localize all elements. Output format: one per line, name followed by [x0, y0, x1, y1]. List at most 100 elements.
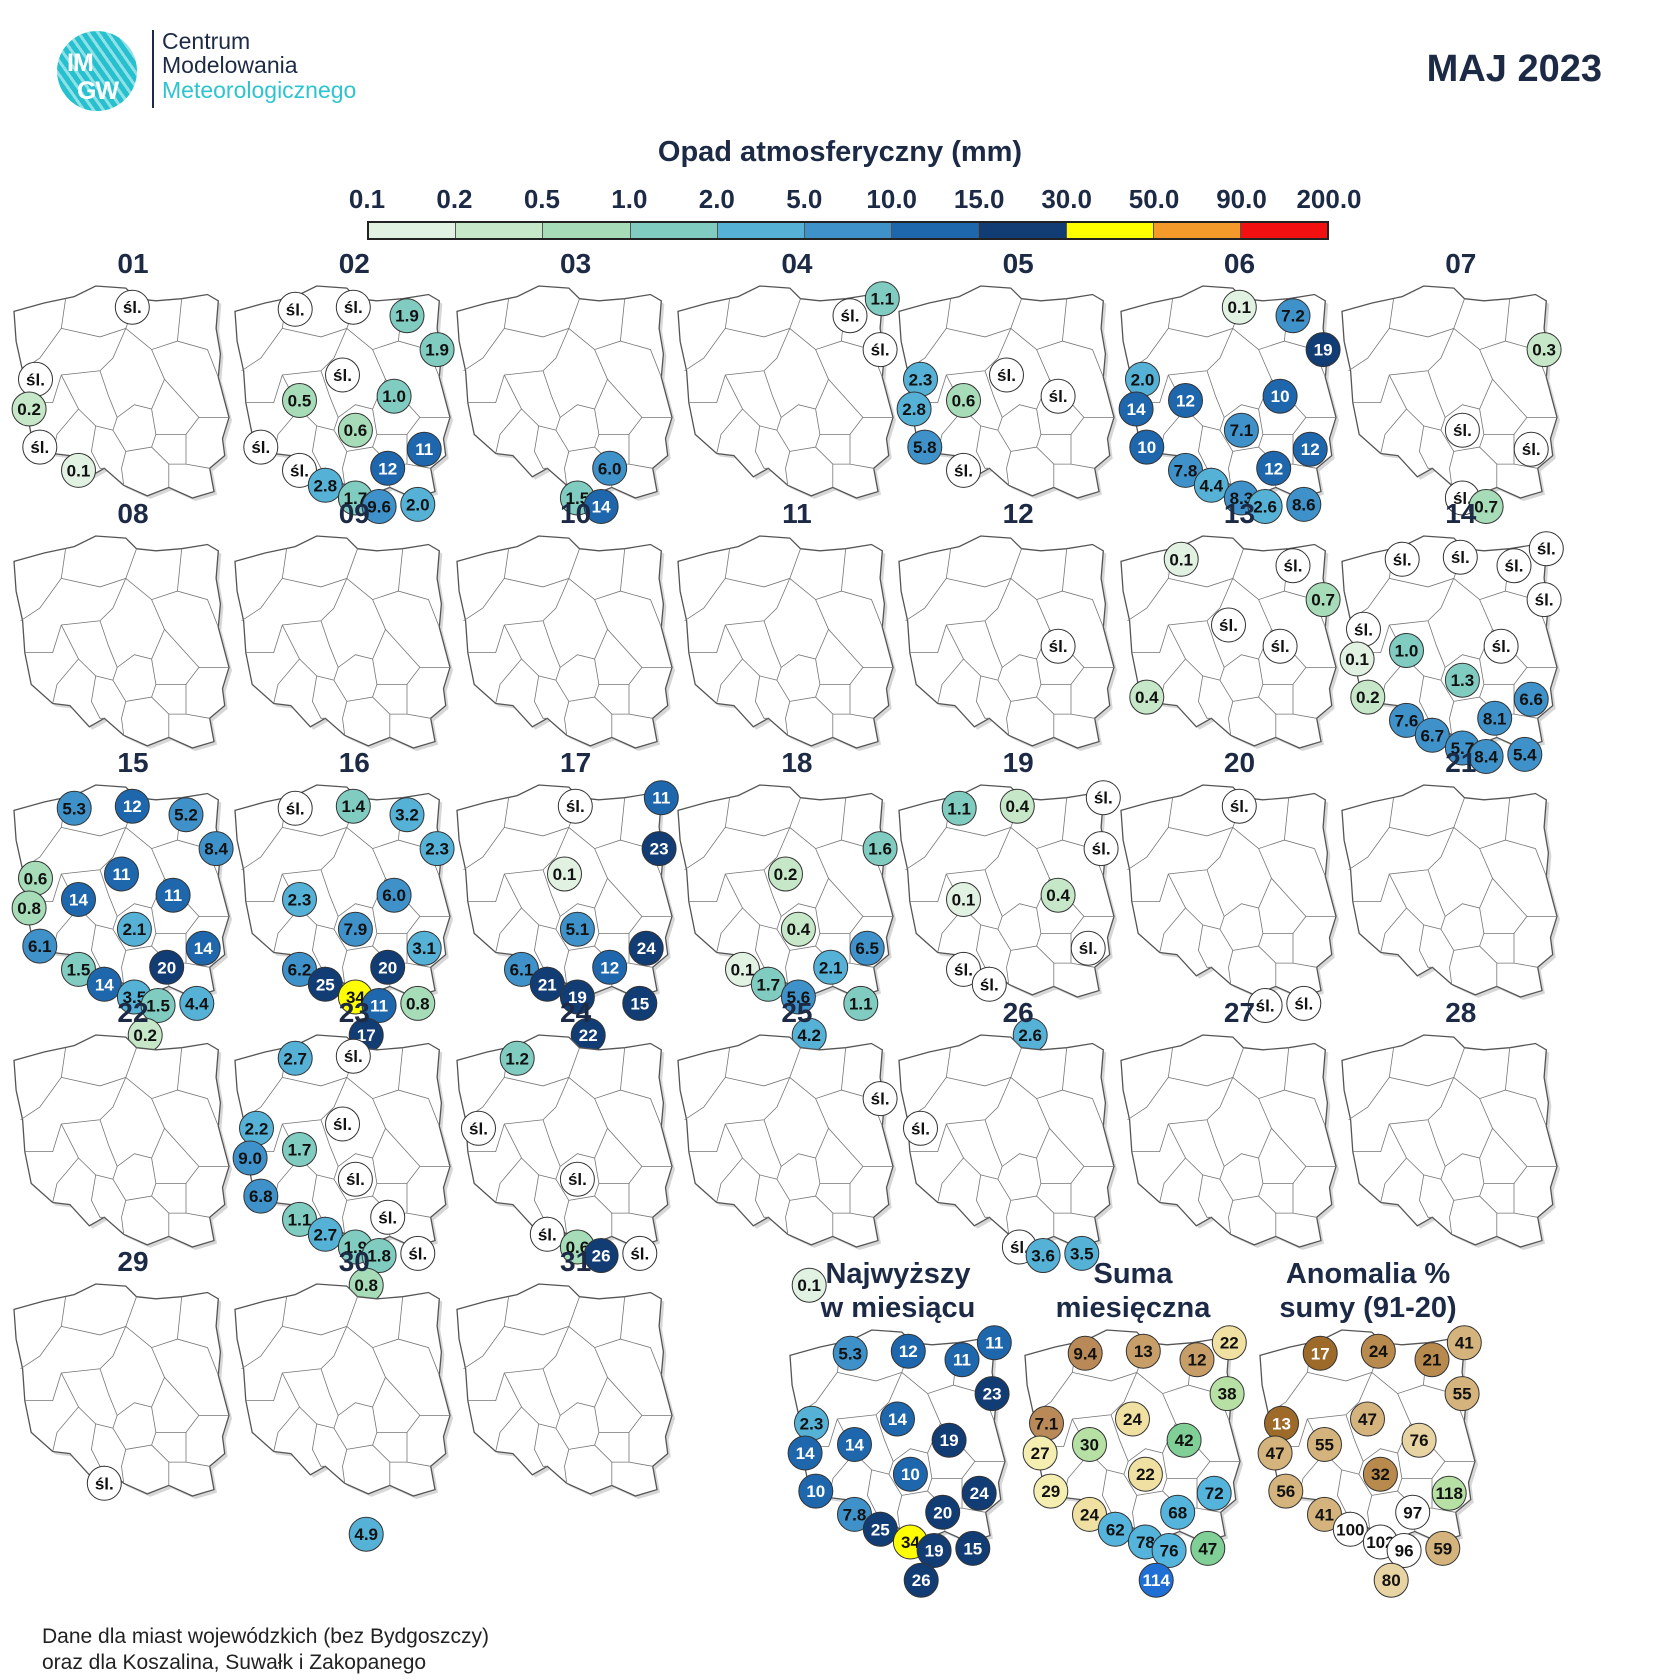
voivodeship-border — [1283, 797, 1289, 841]
station-marker — [1425, 1530, 1461, 1566]
day-label: 13 — [1223, 497, 1256, 529]
day-panel-30: 30 4.9 — [234, 1246, 473, 1552]
station-marker — [641, 831, 677, 867]
day-panel-04: 04 śl. 1.1 śl. — [677, 248, 916, 516]
voivodeship-border — [1219, 679, 1233, 735]
legend-tick-label: 0.2 — [436, 184, 473, 214]
voivodeship-border — [467, 577, 569, 653]
voivodeship-border — [125, 1195, 170, 1236]
station-value: 5.8 — [913, 438, 937, 457]
poland-map: 0.1 śl. śl. 0.7 śl. 0.4 — [1119, 534, 1341, 751]
voivodeship-border — [1126, 797, 1173, 871]
voivodeship-border — [185, 962, 210, 968]
station-marker — [1022, 1435, 1058, 1471]
voivodeship-border — [241, 548, 288, 621]
day-label: 06 — [1223, 248, 1256, 279]
voivodeship-border — [1292, 1212, 1317, 1218]
voivodeship-border — [333, 1178, 348, 1234]
station-value: 6.0 — [597, 459, 621, 478]
station-value: 15 — [963, 1539, 982, 1558]
voivodeship-border — [494, 1372, 522, 1452]
station-value: 7.8 — [1173, 461, 1197, 480]
voivodeship-border — [688, 577, 791, 653]
station-marker — [1083, 831, 1119, 867]
station-marker — [140, 988, 176, 1023]
station-marker — [1526, 581, 1562, 617]
voivodeship-border — [533, 425, 547, 469]
station-marker — [1292, 431, 1328, 467]
station-marker — [336, 289, 372, 325]
station-value: 6.1 — [28, 937, 52, 956]
station-value: 14 — [69, 891, 88, 910]
voivodeship-border — [684, 797, 730, 871]
station-marker — [1067, 1335, 1103, 1371]
station-value: 0.8 — [17, 899, 41, 918]
station-marker — [1360, 1333, 1396, 1369]
station-value: 10 — [1137, 438, 1156, 457]
station-value: 6.1 — [509, 960, 533, 979]
summary-panel-anom: 13 17 24 21 41 55 47 55 47 76 56 32 118 41 97 100 102 96 5… — [1257, 1292, 1498, 1598]
voivodeship-border — [1380, 374, 1407, 454]
voivodeship-border — [24, 827, 127, 902]
legend-tick-label: 1.0 — [611, 184, 648, 214]
station-value: 0.4 — [786, 920, 810, 939]
summary-title: Suma miesięczna — [1013, 1257, 1253, 1325]
voivodeship-border — [763, 598, 829, 668]
station-value: 7.1 — [1229, 421, 1253, 440]
station-value: 0.6 — [344, 421, 368, 440]
station-value: śl. — [1219, 616, 1238, 635]
station-marker — [862, 1080, 898, 1116]
station-marker — [529, 966, 565, 1002]
voivodeship-border — [832, 683, 851, 715]
voivodeship-border — [99, 349, 165, 419]
voivodeship-border — [684, 298, 730, 372]
day-label: 21 — [1445, 747, 1477, 778]
legend-color-segment — [1240, 223, 1328, 238]
station-value: śl. — [1079, 939, 1098, 958]
voivodeship-border — [725, 1047, 801, 1086]
day-panel-02: 02 śl. śl. 1.9 1.9 śl. 1.0 śl. 0.5 0.6 11 śl. 2.8 1.7… — [234, 248, 473, 524]
voivodeship-border — [849, 463, 874, 469]
station-marker — [1496, 547, 1532, 583]
station-value: śl. — [333, 1115, 352, 1134]
station-value: 2.6 — [1253, 498, 1277, 517]
voivodeship-border — [24, 577, 127, 653]
station-marker — [813, 949, 849, 985]
day-label: 23 — [338, 996, 370, 1028]
station-value: 76 — [1160, 1542, 1179, 1561]
station-marker — [400, 1235, 436, 1271]
voivodeship-border — [347, 696, 391, 737]
station-marker — [198, 831, 234, 867]
station-marker — [862, 332, 898, 368]
voivodeship-border — [503, 1296, 580, 1336]
voivodeship-border — [78, 1406, 118, 1429]
day-panel-15: 15 5.3 12 5.2 0.6 11 8.4 14 0.8 11 6.1 2.1 1.5 20 14 14… — [11, 747, 252, 1053]
voivodeship-border — [619, 797, 625, 841]
station-value: śl. — [980, 975, 999, 994]
station-value: 13 — [1272, 1414, 1291, 1433]
station-marker — [232, 1140, 268, 1175]
station-marker — [791, 1267, 827, 1303]
voivodeship-border — [1062, 797, 1068, 841]
station-value: 11 — [652, 789, 670, 808]
day-panel-24: 24 śl. 1.2 śl. śl. 0.6 śl. 26 — [455, 997, 695, 1273]
station-marker — [361, 988, 397, 1023]
voivodeship-border — [1352, 827, 1454, 902]
voivodeship-border — [1219, 928, 1233, 985]
station-value: 3.2 — [395, 806, 419, 825]
voivodeship-border — [1206, 598, 1272, 668]
voivodeship-border — [398, 548, 404, 591]
voivodeship-border — [61, 1047, 137, 1086]
station-marker — [185, 930, 221, 966]
voivodeship-border — [78, 1157, 118, 1180]
station-marker — [1468, 738, 1504, 774]
station-marker — [61, 882, 96, 917]
poland-map — [13, 534, 232, 751]
summary-panel-precip: 5.3 12 11 2.3 11 23 14 14 14 19 10 10 24 7.8 25 20 34 19 1… — [787, 1292, 1028, 1598]
station-marker — [621, 1235, 657, 1271]
day-panel-17: 17 śl. 11 23 5.1 0.1 24 12 6.1 21 19 15 22 — [455, 747, 695, 1053]
voivodeship-border — [125, 1444, 170, 1486]
legend-color-segment — [630, 223, 718, 238]
station-value: 23 — [983, 1385, 1002, 1404]
